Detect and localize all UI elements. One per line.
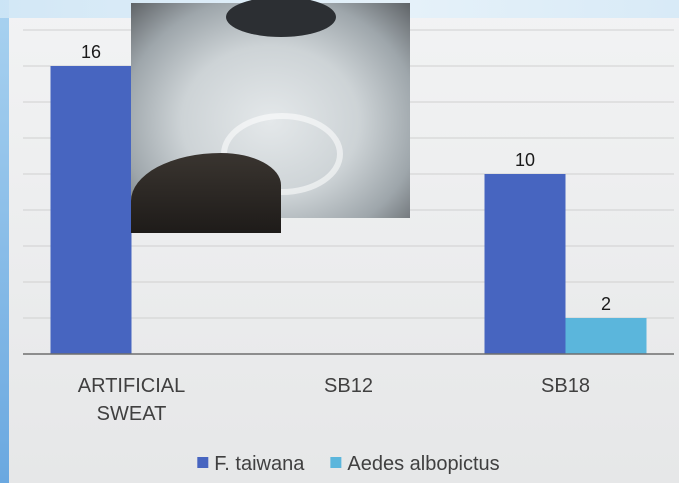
photo <box>131 0 410 233</box>
decor-strip <box>0 0 9 483</box>
legend-label: F. taiwana <box>214 453 305 475</box>
x-tick-label: SB12 <box>324 375 373 397</box>
x-tick-label: ARTIFICIAL SWEAT <box>77 375 186 425</box>
data-label: 2 <box>601 294 611 314</box>
legend-swatch <box>330 457 342 468</box>
data-label: 10 <box>515 150 535 170</box>
bar <box>565 318 647 354</box>
photo-detail <box>226 0 336 37</box>
x-tick-label: SB18 <box>541 375 590 397</box>
data-label: 16 <box>81 42 101 62</box>
legend-swatch <box>197 457 209 468</box>
bar <box>50 66 132 354</box>
legend-label: Aedes albopictus <box>347 453 499 475</box>
bar <box>484 174 566 354</box>
photo-detail <box>131 153 281 233</box>
